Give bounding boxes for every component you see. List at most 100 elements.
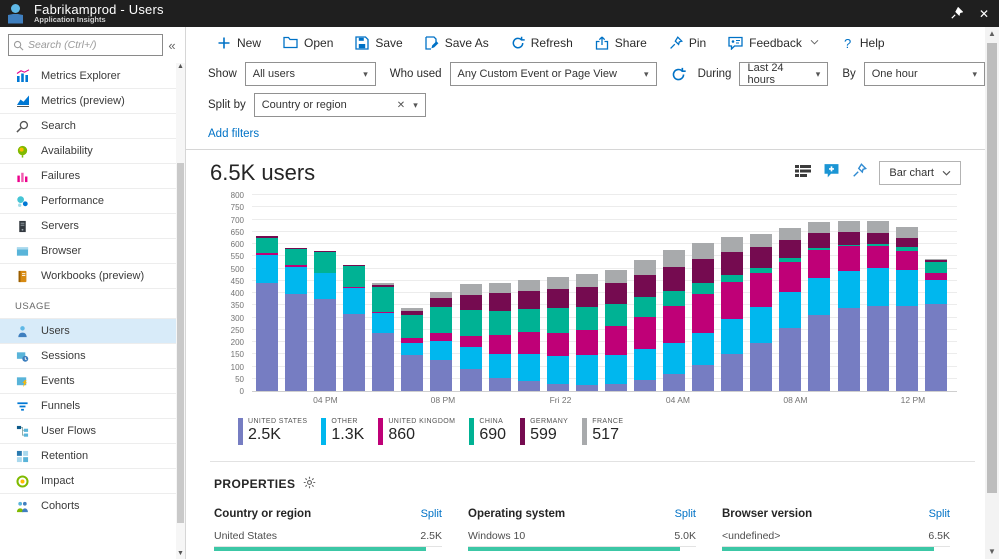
legend-item-united-states[interactable]: UNITED STATES 2.5K bbox=[238, 418, 307, 445]
chart-bar[interactable] bbox=[721, 237, 744, 391]
chart-bar[interactable] bbox=[779, 227, 802, 391]
y-axis-tick-label: 600 bbox=[230, 240, 244, 249]
scroll-down-icon[interactable]: ▼ bbox=[177, 550, 184, 557]
legend-item-china[interactable]: CHINA 690 bbox=[469, 418, 506, 445]
chart-bar[interactable] bbox=[837, 220, 860, 391]
open-button[interactable]: Open bbox=[274, 32, 342, 54]
split-link[interactable]: Split bbox=[420, 508, 442, 520]
sidebar-search-box[interactable] bbox=[8, 34, 163, 56]
chart-bar[interactable] bbox=[401, 307, 424, 391]
pin-button[interactable]: Pin bbox=[660, 32, 715, 54]
chart-bar[interactable] bbox=[517, 279, 540, 391]
sidebar-item-workbooks-preview[interactable]: Workbooks (preview) bbox=[0, 263, 176, 288]
sidebar-item-events[interactable]: Events bbox=[0, 368, 176, 393]
split-link[interactable]: Split bbox=[674, 508, 696, 520]
show-dropdown[interactable]: All users ▾ bbox=[244, 62, 376, 86]
sidebar-search-input[interactable] bbox=[28, 39, 158, 51]
save-button[interactable]: Save bbox=[346, 32, 411, 54]
sidebar-scrollbar[interactable]: ▲ ▼ bbox=[176, 63, 185, 559]
sidebar-item-failures[interactable]: Failures bbox=[0, 163, 176, 188]
scroll-up-icon[interactable]: ▲ bbox=[988, 29, 996, 38]
legend-item-united-kingdom[interactable]: UNITED KINGDOM 860 bbox=[378, 418, 455, 445]
bar-segment-china bbox=[663, 290, 686, 306]
chart-type-dropdown[interactable]: Bar chart bbox=[879, 161, 961, 185]
bar-segment-united-kingdom bbox=[837, 246, 860, 271]
split-by-pill[interactable]: Country or region ✕ ▾ bbox=[253, 93, 426, 117]
legend-series-name: OTHER bbox=[331, 418, 358, 425]
bar-segment-united-states bbox=[924, 304, 947, 391]
sidebar-item-label: Funnels bbox=[41, 400, 81, 412]
new-button[interactable]: New bbox=[208, 32, 270, 54]
chart-bar[interactable] bbox=[634, 260, 657, 391]
legend-item-other[interactable]: OTHER 1.3K bbox=[321, 418, 364, 445]
property-column-header: Operating system Split bbox=[468, 508, 696, 520]
sidebar-item-users[interactable]: Users bbox=[0, 318, 176, 343]
remove-split-icon[interactable]: ✕ bbox=[396, 99, 406, 111]
feedback-button[interactable]: Feedback bbox=[719, 32, 828, 54]
share-button[interactable]: Share bbox=[586, 32, 656, 54]
sidebar-item-cohorts[interactable]: Cohorts bbox=[0, 493, 176, 518]
refresh-button[interactable]: Refresh bbox=[502, 32, 582, 54]
chart-bar[interactable] bbox=[459, 284, 482, 391]
save-as-button[interactable]: Save As bbox=[416, 32, 498, 54]
chart-bar[interactable] bbox=[285, 248, 308, 391]
sidebar-item-user-flows[interactable]: User Flows bbox=[0, 418, 176, 443]
sidebar-scrollbar-thumb[interactable] bbox=[177, 163, 184, 523]
chart-bar[interactable] bbox=[343, 264, 366, 391]
sidebar-item-sessions[interactable]: Sessions bbox=[0, 343, 176, 368]
main-scrollbar[interactable]: ▲ ▼ bbox=[985, 27, 999, 559]
chart-bar[interactable] bbox=[924, 258, 947, 391]
by-dropdown[interactable]: One hour ▾ bbox=[863, 62, 985, 86]
split-link[interactable]: Split bbox=[928, 508, 950, 520]
chart-bar[interactable] bbox=[256, 235, 278, 391]
chart-bar[interactable] bbox=[575, 274, 598, 391]
refresh-filter-icon[interactable] bbox=[671, 67, 686, 82]
chart-bar[interactable] bbox=[750, 234, 773, 391]
chart-bar[interactable] bbox=[692, 242, 715, 391]
chart-bar[interactable] bbox=[895, 227, 918, 391]
chart-bar[interactable] bbox=[430, 291, 453, 391]
sidebar-item-performance[interactable]: Performance bbox=[0, 188, 176, 213]
main-scrollbar-thumb[interactable] bbox=[987, 43, 997, 493]
sidebar-item-impact[interactable]: Impact bbox=[0, 468, 176, 493]
gear-icon[interactable] bbox=[303, 476, 316, 492]
metrics-explorer-icon bbox=[15, 68, 30, 83]
sidebar-item-browser[interactable]: Browser bbox=[0, 238, 176, 263]
grid-view-icon[interactable] bbox=[795, 164, 812, 183]
sidebar-item-metrics-preview[interactable]: Metrics (preview) bbox=[0, 88, 176, 113]
chart-bar[interactable] bbox=[663, 250, 686, 391]
scroll-up-icon[interactable]: ▲ bbox=[177, 63, 184, 70]
gridline bbox=[252, 365, 957, 367]
open-folder-icon bbox=[283, 36, 298, 49]
add-filters-link[interactable]: Add filters bbox=[208, 128, 260, 140]
close-icon[interactable]: ✕ bbox=[978, 6, 989, 21]
sidebar-item-servers[interactable]: Servers bbox=[0, 213, 176, 238]
sidebar-item-funnels[interactable]: Funnels bbox=[0, 393, 176, 418]
who-used-dropdown[interactable]: Any Custom Event or Page View ▾ bbox=[449, 62, 657, 86]
sidebar-item-retention[interactable]: Retention bbox=[0, 443, 176, 468]
scroll-down-icon[interactable]: ▼ bbox=[988, 547, 996, 556]
add-comment-icon[interactable] bbox=[823, 163, 840, 183]
chart-bar[interactable] bbox=[488, 282, 511, 391]
bar-segment-china bbox=[343, 266, 366, 288]
chevron-down-icon bbox=[810, 39, 819, 46]
legend-item-france[interactable]: FRANCE 517 bbox=[582, 418, 623, 445]
pin-chart-icon[interactable] bbox=[852, 163, 868, 183]
dock-pin-icon[interactable] bbox=[951, 6, 964, 21]
bar-segment-germany bbox=[285, 248, 308, 250]
chart-bar[interactable] bbox=[372, 283, 395, 391]
sidebar-item-availability[interactable]: Availability bbox=[0, 138, 176, 163]
chart-bar[interactable] bbox=[866, 220, 889, 391]
collapse-sidebar-button[interactable]: « bbox=[168, 37, 176, 53]
help-button[interactable]: ? Help bbox=[832, 32, 894, 54]
legend-item-germany[interactable]: GERMANY 599 bbox=[520, 418, 568, 445]
chart-bar[interactable] bbox=[314, 251, 337, 391]
gridline bbox=[252, 206, 957, 208]
retention-icon bbox=[15, 449, 30, 464]
sidebar-item-search[interactable]: Search bbox=[0, 113, 176, 138]
sidebar-item-metrics-explorer[interactable]: Metrics Explorer bbox=[0, 63, 176, 88]
chart-bar[interactable] bbox=[546, 276, 569, 391]
during-dropdown[interactable]: Last 24 hours ▾ bbox=[739, 62, 829, 86]
chart-bar[interactable] bbox=[604, 269, 627, 391]
chart-bar[interactable] bbox=[808, 221, 831, 391]
